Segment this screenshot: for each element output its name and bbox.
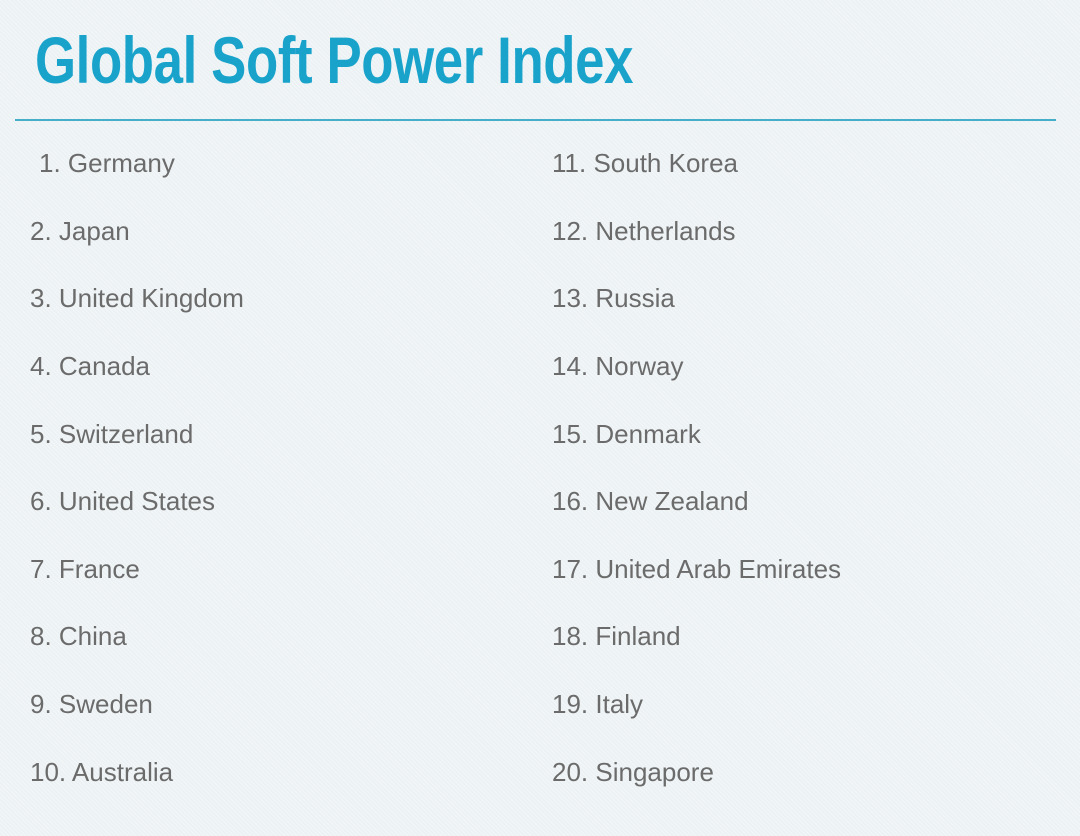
title-divider: [15, 119, 1056, 121]
ranking-item-label: 5. Switzerland: [30, 418, 194, 449]
ranking-item-label: 19. Italy: [552, 689, 644, 720]
ranking-item-label: 4. Canada: [30, 351, 150, 382]
ranking-item-label: 7. France: [30, 553, 140, 584]
ranking-item-label: 6. United States: [30, 486, 215, 517]
ranking-item-16: 16. New Zealand: [552, 468, 1080, 536]
ranking-item-label: 16. New Zealand: [552, 486, 749, 517]
ranking-item-label: 8. China: [30, 621, 127, 652]
ranking-item-label: 1. Germany: [39, 148, 175, 179]
ranking-item-17: 17. United Arab Emirates: [552, 536, 1080, 604]
ranking-column-right: 11. South Korea 12. Netherlands 13. Russ…: [552, 130, 1080, 806]
ranking-column-left: 1. Germany 2. Japan 3. United Kingdom 4.…: [30, 130, 552, 806]
ranking-item-13: 13. Russia: [552, 265, 1080, 333]
ranking-item-10: 10. Australia: [30, 738, 552, 806]
ranking-item-label: 3. United Kingdom: [30, 283, 244, 314]
ranking-item-11: 11. South Korea: [552, 130, 1080, 198]
ranking-item-15: 15. Denmark: [552, 400, 1080, 468]
ranking-item-label: 20. Singapore: [552, 756, 714, 787]
ranking-item-label: 2. Japan: [30, 215, 130, 246]
ranking-list: 1. Germany 2. Japan 3. United Kingdom 4.…: [0, 130, 1080, 806]
ranking-item-label: 9. Sweden: [30, 689, 153, 720]
ranking-item-label: 15. Denmark: [552, 418, 701, 449]
ranking-item-5: 5. Switzerland: [30, 400, 552, 468]
ranking-item-label: 11. South Korea: [552, 148, 738, 179]
ranking-item-label: 17. United Arab Emirates: [552, 553, 842, 584]
ranking-item-18: 18. Finland: [552, 603, 1080, 671]
ranking-item-4: 4. Canada: [30, 333, 552, 401]
ranking-item-19: 19. Italy: [552, 671, 1080, 739]
ranking-item-8: 8. China: [30, 603, 552, 671]
ranking-item-3: 3. United Kingdom: [30, 265, 552, 333]
ranking-item-12: 12. Netherlands: [552, 198, 1080, 266]
ranking-item-label: 12. Netherlands: [552, 215, 736, 246]
page-title: Global Soft Power Index: [35, 23, 634, 97]
ranking-item-label: 14. Norway: [552, 351, 684, 382]
ranking-item-6: 6. United States: [30, 468, 552, 536]
ranking-item-20: 20. Singapore: [552, 738, 1080, 806]
ranking-item-2: 2. Japan: [30, 198, 552, 266]
ranking-item-9: 9. Sweden: [30, 671, 552, 739]
ranking-item-7: 7. France: [30, 536, 552, 604]
ranking-item-label: 10. Australia: [30, 756, 174, 787]
ranking-item-1: 1. Germany: [30, 130, 552, 198]
ranking-item-label: 13. Russia: [552, 283, 675, 314]
ranking-item-label: 18. Finland: [552, 621, 681, 652]
ranking-item-14: 14. Norway: [552, 333, 1080, 401]
